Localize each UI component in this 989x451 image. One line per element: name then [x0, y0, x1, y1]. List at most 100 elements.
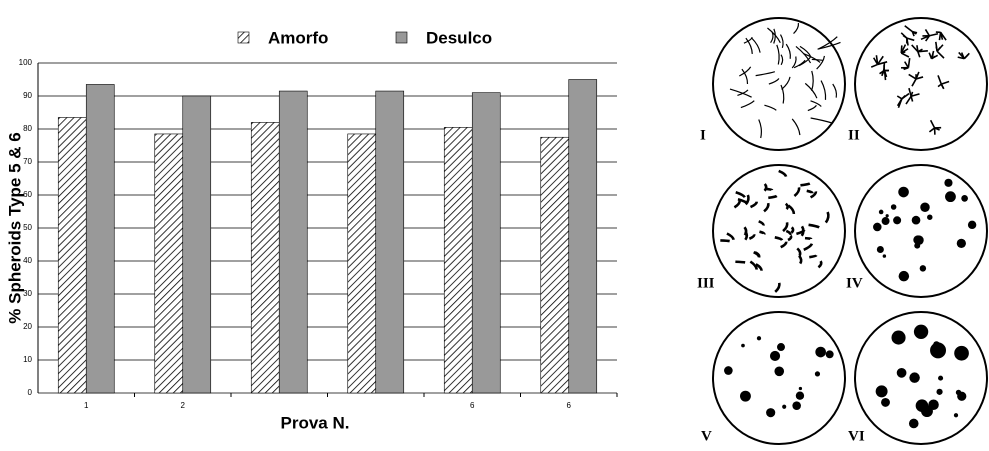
graphite-nodule	[891, 204, 897, 210]
bar	[183, 96, 211, 393]
figure: % Spheroids Type 5 & 6 Prova N. 0 10 20 30 4…	[0, 0, 989, 451]
y-tick-label: 80	[23, 124, 32, 133]
y-tick-label: 10	[23, 355, 32, 364]
graphite-nodule	[724, 366, 733, 375]
graphite-nodule	[933, 341, 940, 348]
y-tick-label: 50	[23, 223, 32, 232]
graphite-nodule	[873, 223, 882, 232]
bar	[541, 137, 569, 393]
graphite-star	[939, 32, 940, 40]
graphite-nodule	[914, 325, 928, 339]
bar	[155, 134, 183, 393]
y-tick-label: 0	[28, 388, 33, 397]
graphite-nodule	[893, 216, 901, 224]
panel-label: VI	[848, 428, 865, 444]
graphite-nodule	[912, 216, 921, 225]
graphite-flake	[720, 240, 729, 241]
graphite-nodule	[777, 343, 785, 351]
graphite-nodule	[892, 331, 906, 345]
y-tick-label: 20	[23, 322, 32, 331]
y-tick-label: 90	[23, 91, 32, 100]
graphite-nodule	[956, 390, 961, 395]
y-tick-label: 60	[23, 190, 32, 199]
graphite-nodule	[928, 399, 939, 410]
graphite-nodule	[881, 398, 890, 407]
graphite-flake	[766, 189, 772, 190]
bar	[444, 127, 472, 393]
graphite-nodule	[957, 239, 966, 248]
graphite-nodule	[897, 368, 907, 378]
specimen-circle	[855, 165, 987, 297]
graphite-nodule	[898, 187, 909, 198]
specimen-circle	[713, 165, 845, 297]
graphite-star	[885, 71, 886, 80]
bar	[376, 91, 404, 393]
graphite-nodule	[916, 399, 929, 412]
bar	[348, 134, 376, 393]
panel-label: I	[700, 127, 706, 143]
x-axis-label: Prova N.	[281, 413, 350, 432]
graphite-nodule	[815, 347, 826, 358]
graphite-nodule	[796, 392, 804, 400]
y-tick-label: 30	[23, 289, 32, 298]
panel-label: II	[848, 127, 860, 143]
specimen-circle	[855, 18, 987, 150]
legend-label: Amorfo	[268, 28, 328, 47]
x-tick-label: 6	[470, 401, 475, 410]
specimen-circle	[713, 18, 845, 150]
graphite-nodule	[968, 221, 976, 229]
graphite-nodule	[882, 217, 890, 225]
graphite-nodule	[909, 419, 919, 429]
graphite-nodule	[938, 376, 943, 381]
panel-label: IV	[846, 275, 863, 291]
graphite-nodule	[799, 387, 802, 390]
graphite-nodule	[899, 271, 910, 282]
page: % Spheroids Type 5 & 6 Prova N. 0 10 20 30 4…	[0, 0, 989, 451]
graphite-nodule	[740, 391, 751, 402]
graphite-nodule	[927, 215, 932, 220]
legend-swatch	[238, 32, 249, 43]
bar	[251, 122, 279, 393]
graphite-nodule	[961, 195, 968, 202]
graphite-nodule	[778, 371, 782, 375]
x-tick-label: 1	[84, 401, 89, 410]
graphite-nodule	[909, 372, 920, 383]
graphite-nodule	[914, 235, 924, 245]
x-tick-label: 2	[181, 401, 186, 410]
graphite-nodule	[815, 371, 820, 376]
bar	[86, 84, 114, 393]
graphite-nodule	[954, 346, 969, 361]
specimen-circle	[713, 312, 845, 444]
graphite-flake	[805, 238, 811, 239]
graphite-nodule	[954, 413, 958, 417]
legend-label: Desulco	[426, 28, 492, 47]
panel-label: V	[701, 428, 712, 444]
graphite-nodule	[770, 351, 780, 361]
graphite-nodule	[782, 405, 786, 409]
y-axis-label: % Spheroids Type 5 & 6	[5, 132, 24, 323]
bar	[569, 80, 597, 394]
bar	[279, 91, 307, 393]
y-tick-label: 70	[23, 157, 32, 166]
x-tick-label: 6	[567, 401, 572, 410]
panel-label: III	[697, 275, 715, 291]
graphite-nodule	[757, 336, 761, 340]
graphite-nodule	[883, 254, 886, 257]
graphite-star	[936, 46, 937, 51]
graphite-nodule	[877, 246, 884, 253]
chart: 01020304050607080901001266AmorfoDesulco	[19, 28, 617, 410]
graphite-nodule	[826, 350, 834, 358]
graphite-nodule	[945, 191, 956, 202]
graphite-nodule	[879, 210, 884, 215]
graphite-nodule	[876, 385, 888, 397]
graphite-flake	[735, 262, 745, 263]
bar	[472, 93, 500, 393]
y-tick-label: 40	[23, 256, 32, 265]
graphite-nodule	[920, 265, 926, 271]
graphite-nodule	[766, 408, 775, 417]
bar	[58, 117, 86, 393]
graphite-star	[901, 45, 902, 53]
legend-swatch	[396, 32, 407, 43]
graphite-nodule	[936, 389, 942, 395]
